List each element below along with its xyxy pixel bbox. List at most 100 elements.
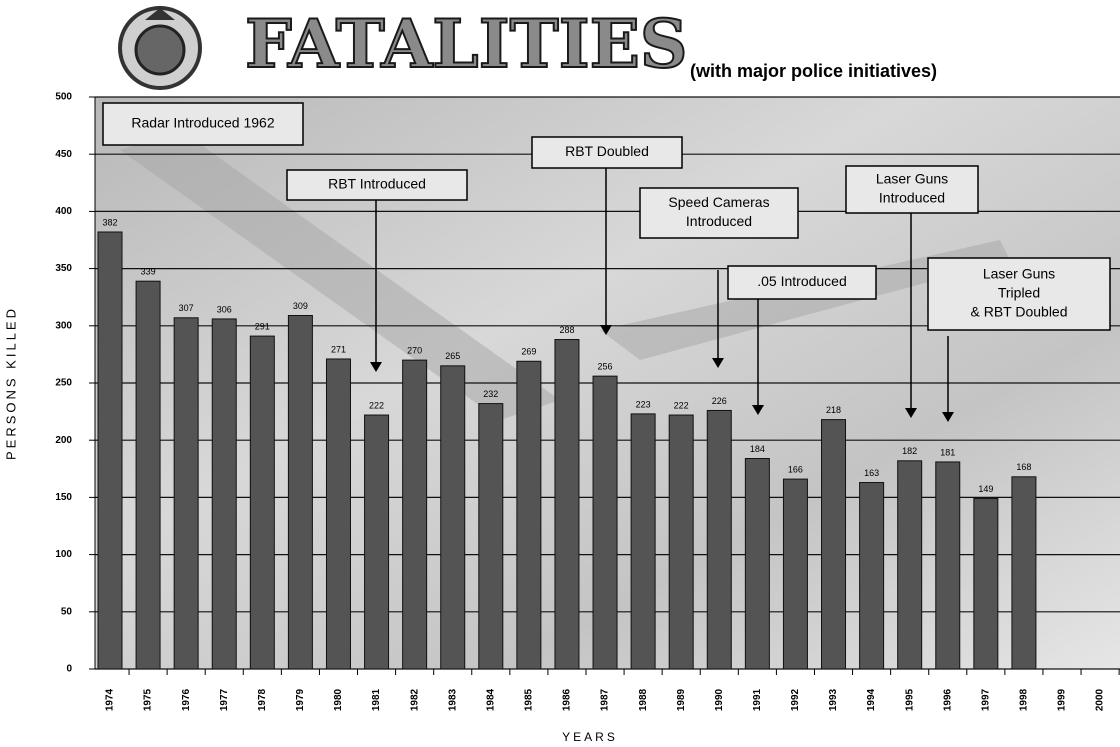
x-tick-label: 1994 <box>866 688 877 711</box>
annotation-text: Speed Cameras <box>668 194 769 210</box>
bar <box>441 366 465 669</box>
x-tick-label: 1992 <box>790 688 801 711</box>
annotation-text: Laser Guns <box>983 266 1055 282</box>
y-tick-label: 400 <box>55 206 72 217</box>
x-tick-label: 2000 <box>1095 688 1106 711</box>
value-label: 291 <box>255 321 270 331</box>
value-label: 222 <box>674 400 689 410</box>
bar <box>555 340 579 669</box>
x-tick-label: 1998 <box>1019 688 1030 711</box>
x-tick-label: 1974 <box>105 688 116 711</box>
value-label: 339 <box>141 267 156 277</box>
x-tick-label: 1987 <box>600 688 611 711</box>
value-label: 184 <box>750 444 765 454</box>
annotation-text: RBT Introduced <box>328 176 426 192</box>
y-tick-label: 0 <box>66 664 72 675</box>
x-axis-label: YEARS <box>562 730 618 744</box>
value-label: 288 <box>559 325 574 335</box>
chart: FATALITIES (with major police initiative… <box>0 0 1120 747</box>
value-label: 271 <box>331 344 346 354</box>
bar <box>822 420 846 669</box>
bar <box>631 414 655 669</box>
y-tick-label: 500 <box>55 92 72 103</box>
x-tick-label: 1988 <box>638 688 649 711</box>
annotation-text: RBT Doubled <box>565 143 649 159</box>
bar <box>326 359 350 669</box>
value-label: 163 <box>864 468 879 478</box>
value-label: 182 <box>902 446 917 456</box>
value-label: 306 <box>217 304 232 314</box>
bar <box>212 319 236 669</box>
x-tick-label: 1981 <box>371 688 382 711</box>
x-tick-label: 1984 <box>485 688 496 711</box>
logo <box>120 8 200 88</box>
x-tick-label: 1990 <box>714 688 725 711</box>
value-label: 223 <box>636 399 651 409</box>
value-label: 382 <box>102 217 117 227</box>
value-label: 168 <box>1016 462 1031 472</box>
bar <box>974 499 998 669</box>
annotation-text: Introduced <box>686 213 752 229</box>
x-tick-label: 1976 <box>181 688 192 711</box>
x-tick-label: 1985 <box>524 688 535 711</box>
bar <box>136 281 160 669</box>
value-label: 226 <box>712 396 727 406</box>
x-tick-label: 1975 <box>143 688 154 711</box>
x-tick-label: 1993 <box>828 688 839 711</box>
annotation-text: Tripled <box>998 285 1040 301</box>
y-tick-label: 150 <box>55 492 72 503</box>
value-label: 307 <box>179 303 194 313</box>
x-tick-label: 1996 <box>942 688 953 711</box>
x-tick-label: 1989 <box>676 688 687 711</box>
x-tick-label: 1977 <box>219 688 230 711</box>
bar <box>365 415 389 669</box>
bar <box>98 232 122 669</box>
y-axis-label: PERSONS KILLED <box>3 306 18 460</box>
x-tick-label: 1980 <box>333 688 344 711</box>
bar <box>174 318 198 669</box>
bar <box>1012 477 1036 669</box>
bar <box>593 376 617 669</box>
value-label: 166 <box>788 464 803 474</box>
y-tick-label: 350 <box>55 263 72 274</box>
x-tick-label: 1995 <box>904 688 915 711</box>
annotation-text: Radar Introduced 1962 <box>131 115 274 131</box>
value-label: 218 <box>826 405 841 415</box>
value-label: 269 <box>521 347 536 357</box>
bar <box>403 360 427 669</box>
chart-title: FATALITIES <box>245 5 688 83</box>
value-label: 270 <box>407 345 422 355</box>
bar <box>707 410 731 669</box>
value-label: 232 <box>483 389 498 399</box>
annotation-text: & RBT Doubled <box>970 304 1067 320</box>
x-tick-label: 1997 <box>980 688 991 711</box>
x-tick-label: 1986 <box>562 688 573 711</box>
value-label: 309 <box>293 301 308 311</box>
bar <box>860 483 884 669</box>
bar <box>517 361 541 669</box>
y-tick-label: 100 <box>55 549 72 560</box>
value-label: 256 <box>598 362 613 372</box>
value-label: 222 <box>369 400 384 410</box>
value-label: 181 <box>940 447 955 457</box>
bar <box>745 459 769 669</box>
x-tick-label: 1979 <box>295 688 306 711</box>
annotation-text: .05 Introduced <box>757 273 847 289</box>
bar <box>936 462 960 669</box>
y-tick-label: 50 <box>61 606 73 617</box>
value-label: 149 <box>978 484 993 494</box>
chart-subtitle: (with major police initiatives) <box>690 61 937 81</box>
x-tick-label: 1983 <box>447 688 458 711</box>
y-tick-label: 200 <box>55 435 72 446</box>
annotation-text: Laser Guns <box>876 171 948 187</box>
x-tick-label: 1978 <box>257 688 268 711</box>
x-tick-label: 1991 <box>752 688 763 711</box>
annotation-text: Introduced <box>879 190 945 206</box>
x-tick-label: 1982 <box>409 688 420 711</box>
y-tick-label: 450 <box>55 149 72 160</box>
bar <box>288 316 312 669</box>
bar <box>250 336 274 669</box>
bar <box>479 404 503 669</box>
x-tick-label: 1999 <box>1057 688 1068 711</box>
value-label: 265 <box>445 351 460 361</box>
